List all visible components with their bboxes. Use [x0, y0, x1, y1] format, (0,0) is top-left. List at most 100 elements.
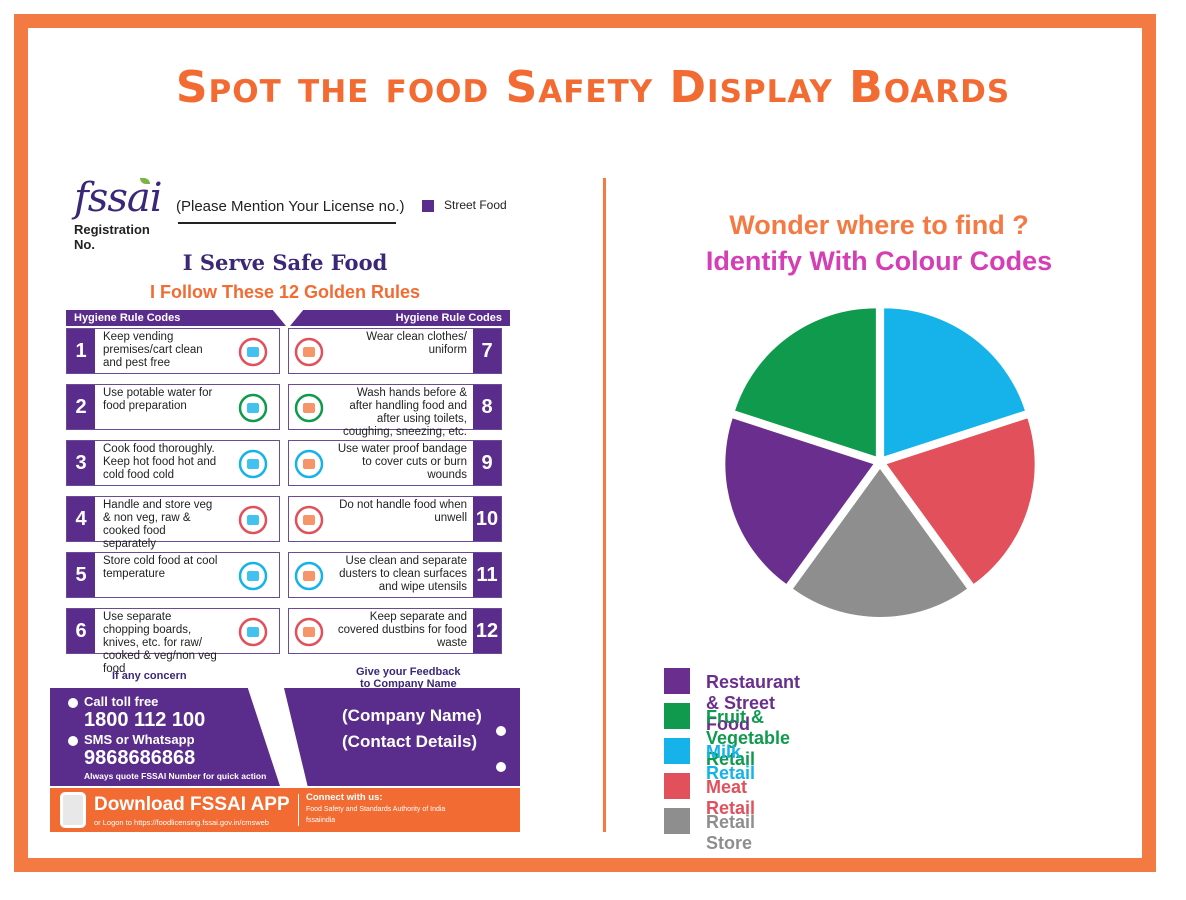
divider — [603, 178, 606, 832]
rule-illustration-icon — [294, 617, 324, 647]
pie-slice — [735, 308, 876, 457]
rule-illustration-icon — [294, 449, 324, 479]
page-title: Spot the food Safety Display Boards — [175, 62, 1011, 113]
rule-illustration-icon — [238, 561, 268, 591]
rule-text: Use separate chopping boards, knives, et… — [103, 611, 217, 675]
display-board: fssai Registration No. (Please Mention Y… — [50, 176, 522, 834]
legend-label: Meat Retail — [706, 777, 756, 818]
rule-number: 6 — [67, 609, 95, 653]
rule-row: 1 Keep vending premises/cart clean and pe… — [66, 328, 280, 374]
sms-label: SMS or Whatsapp — [84, 732, 195, 747]
board-subheadline: I Follow These 12 Golden Rules — [149, 282, 421, 302]
contact-panel-right: (Company Name) (Contact Details) — [284, 688, 520, 786]
call-icon — [496, 726, 506, 736]
download-banner[interactable]: Download FSSAI APP or Logon to https://f… — [50, 788, 520, 832]
colour-code-pie — [725, 308, 1035, 617]
rule-text: Use clean and separate dusters to clean … — [339, 555, 467, 593]
rule-text: Wash hands before & after handling food … — [342, 387, 467, 438]
rule-row: 5 Store cold food at cool temperature — [66, 552, 280, 598]
rule-number: 5 — [67, 553, 95, 597]
rule-row: 4 Handle and store veg & non veg, raw & c… — [66, 496, 280, 550]
header-left: Hygiene Rule Codes — [66, 310, 286, 326]
rule-row: 12 Keep separate and covered dustbins for… — [288, 608, 502, 654]
rule-illustration-icon — [238, 337, 268, 367]
rule-number: 2 — [67, 385, 95, 429]
legend-swatch — [664, 773, 690, 799]
rule-number: 7 — [473, 329, 501, 373]
pie-slice — [793, 469, 967, 617]
download-title: Download FSSAI APP — [94, 794, 290, 815]
rule-illustration-icon — [294, 393, 324, 423]
pie-slice — [886, 418, 1035, 584]
registration-label: Registration No. — [74, 222, 150, 252]
rule-number: 9 — [473, 441, 501, 485]
phone-icon — [68, 698, 78, 708]
facebook-link[interactable]: Food Safety and Standards Authority of I… — [306, 806, 446, 813]
rule-text: Keep separate and covered dustbins for f… — [337, 611, 467, 649]
mail-icon — [496, 762, 506, 772]
legend-swatch — [664, 808, 690, 834]
rule-number: 3 — [67, 441, 95, 485]
banner-separator — [298, 794, 299, 826]
rule-number: 11 — [473, 553, 501, 597]
rule-text: Do not handle food when unwell — [339, 499, 467, 524]
rule-illustration-icon — [294, 337, 324, 367]
company-contact: (Contact Details) — [342, 732, 478, 751]
legend-swatch — [664, 703, 690, 729]
rule-number: 8 — [473, 385, 501, 429]
legend-swatch — [664, 738, 690, 764]
mobile-icon — [60, 792, 86, 828]
identify-heading: Identify With Colour Codes — [705, 246, 1053, 276]
rule-text: Keep vending premises/cart clean and pes… — [103, 331, 203, 369]
leaf-icon — [140, 178, 150, 184]
company-name: (Company Name) — [342, 706, 482, 725]
rule-number: 10 — [473, 497, 501, 541]
sms-number: 9868686868 — [84, 747, 196, 769]
rule-text: Use potable water for food preparation — [103, 387, 213, 412]
fssai-logo: fssai Registration No. — [74, 176, 164, 252]
rule-row: 3 Cook food thoroughly. Keep hot food hot… — [66, 440, 280, 486]
rule-row: 6 Use separate chopping boards, knives, e… — [66, 608, 280, 675]
rule-number: 12 — [473, 609, 501, 653]
toll-free-label: Call toll free — [84, 694, 159, 709]
whatsapp-icon — [68, 736, 78, 746]
license-line — [178, 222, 396, 224]
rule-row: 9 Use water proof bandage to cover cuts o… — [288, 440, 502, 486]
feedback-line-2: to Company Name — [359, 678, 457, 690]
contact-panel-left: Call toll free 1800 112 100 SMS or Whats… — [50, 688, 280, 786]
legend-swatch — [664, 668, 690, 694]
rule-number: 1 — [67, 329, 95, 373]
rule-text: Cook food thoroughly. Keep hot food hot … — [103, 443, 217, 481]
legend-label: Milk Retail — [706, 742, 756, 783]
twitter-link[interactable]: fssaiindia — [306, 817, 336, 824]
board-headline: I Serve Safe Food — [182, 250, 388, 275]
rule-row: 10 Do not handle food when unwell — [288, 496, 502, 542]
feedback-label: Give your Feedback to Company Name — [356, 666, 461, 690]
rule-text: Handle and store veg & non veg, raw & co… — [103, 499, 213, 550]
rule-row: 2 Use potable water for food preparation — [66, 384, 280, 430]
category-swatch — [422, 200, 434, 212]
quote-note: Always quote FSSAI Number for quick acti… — [84, 771, 267, 781]
pie-slice — [884, 308, 1025, 457]
rule-row: 8 Wash hands before & after handling food… — [288, 384, 502, 438]
rule-text: Wear clean clothes/ uniform — [366, 331, 467, 356]
legend-label: Fruit & Vegetable Retail — [706, 707, 791, 769]
rule-row: 11 Use clean and separate dusters to clea… — [288, 552, 502, 598]
rule-illustration-icon — [238, 393, 268, 423]
pie-slice — [725, 418, 874, 584]
wonder-heading: Wonder where to find ? — [729, 210, 1029, 240]
rule-illustration-icon — [294, 505, 324, 535]
rule-text: Store cold food at cool temperature — [103, 555, 218, 580]
rule-illustration-icon — [238, 505, 268, 535]
connect-label: Connect with us: — [306, 792, 383, 803]
logo-text: fssai — [74, 175, 163, 221]
rule-number: 4 — [67, 497, 95, 541]
download-url[interactable]: or Logon to https://foodlicensing.fssai.… — [94, 818, 269, 827]
concern-label: If any concern — [112, 670, 187, 682]
feedback-line-1: Give your Feedback — [356, 666, 461, 678]
license-prompt: (Please Mention Your License no.) — [176, 198, 405, 215]
toll-free-number: 1800 112 100 — [84, 709, 206, 731]
header-right: Hygiene Rule Codes — [290, 310, 510, 326]
rule-illustration-icon — [238, 449, 268, 479]
rule-row: 7 Wear clean clothes/ uniform — [288, 328, 502, 374]
